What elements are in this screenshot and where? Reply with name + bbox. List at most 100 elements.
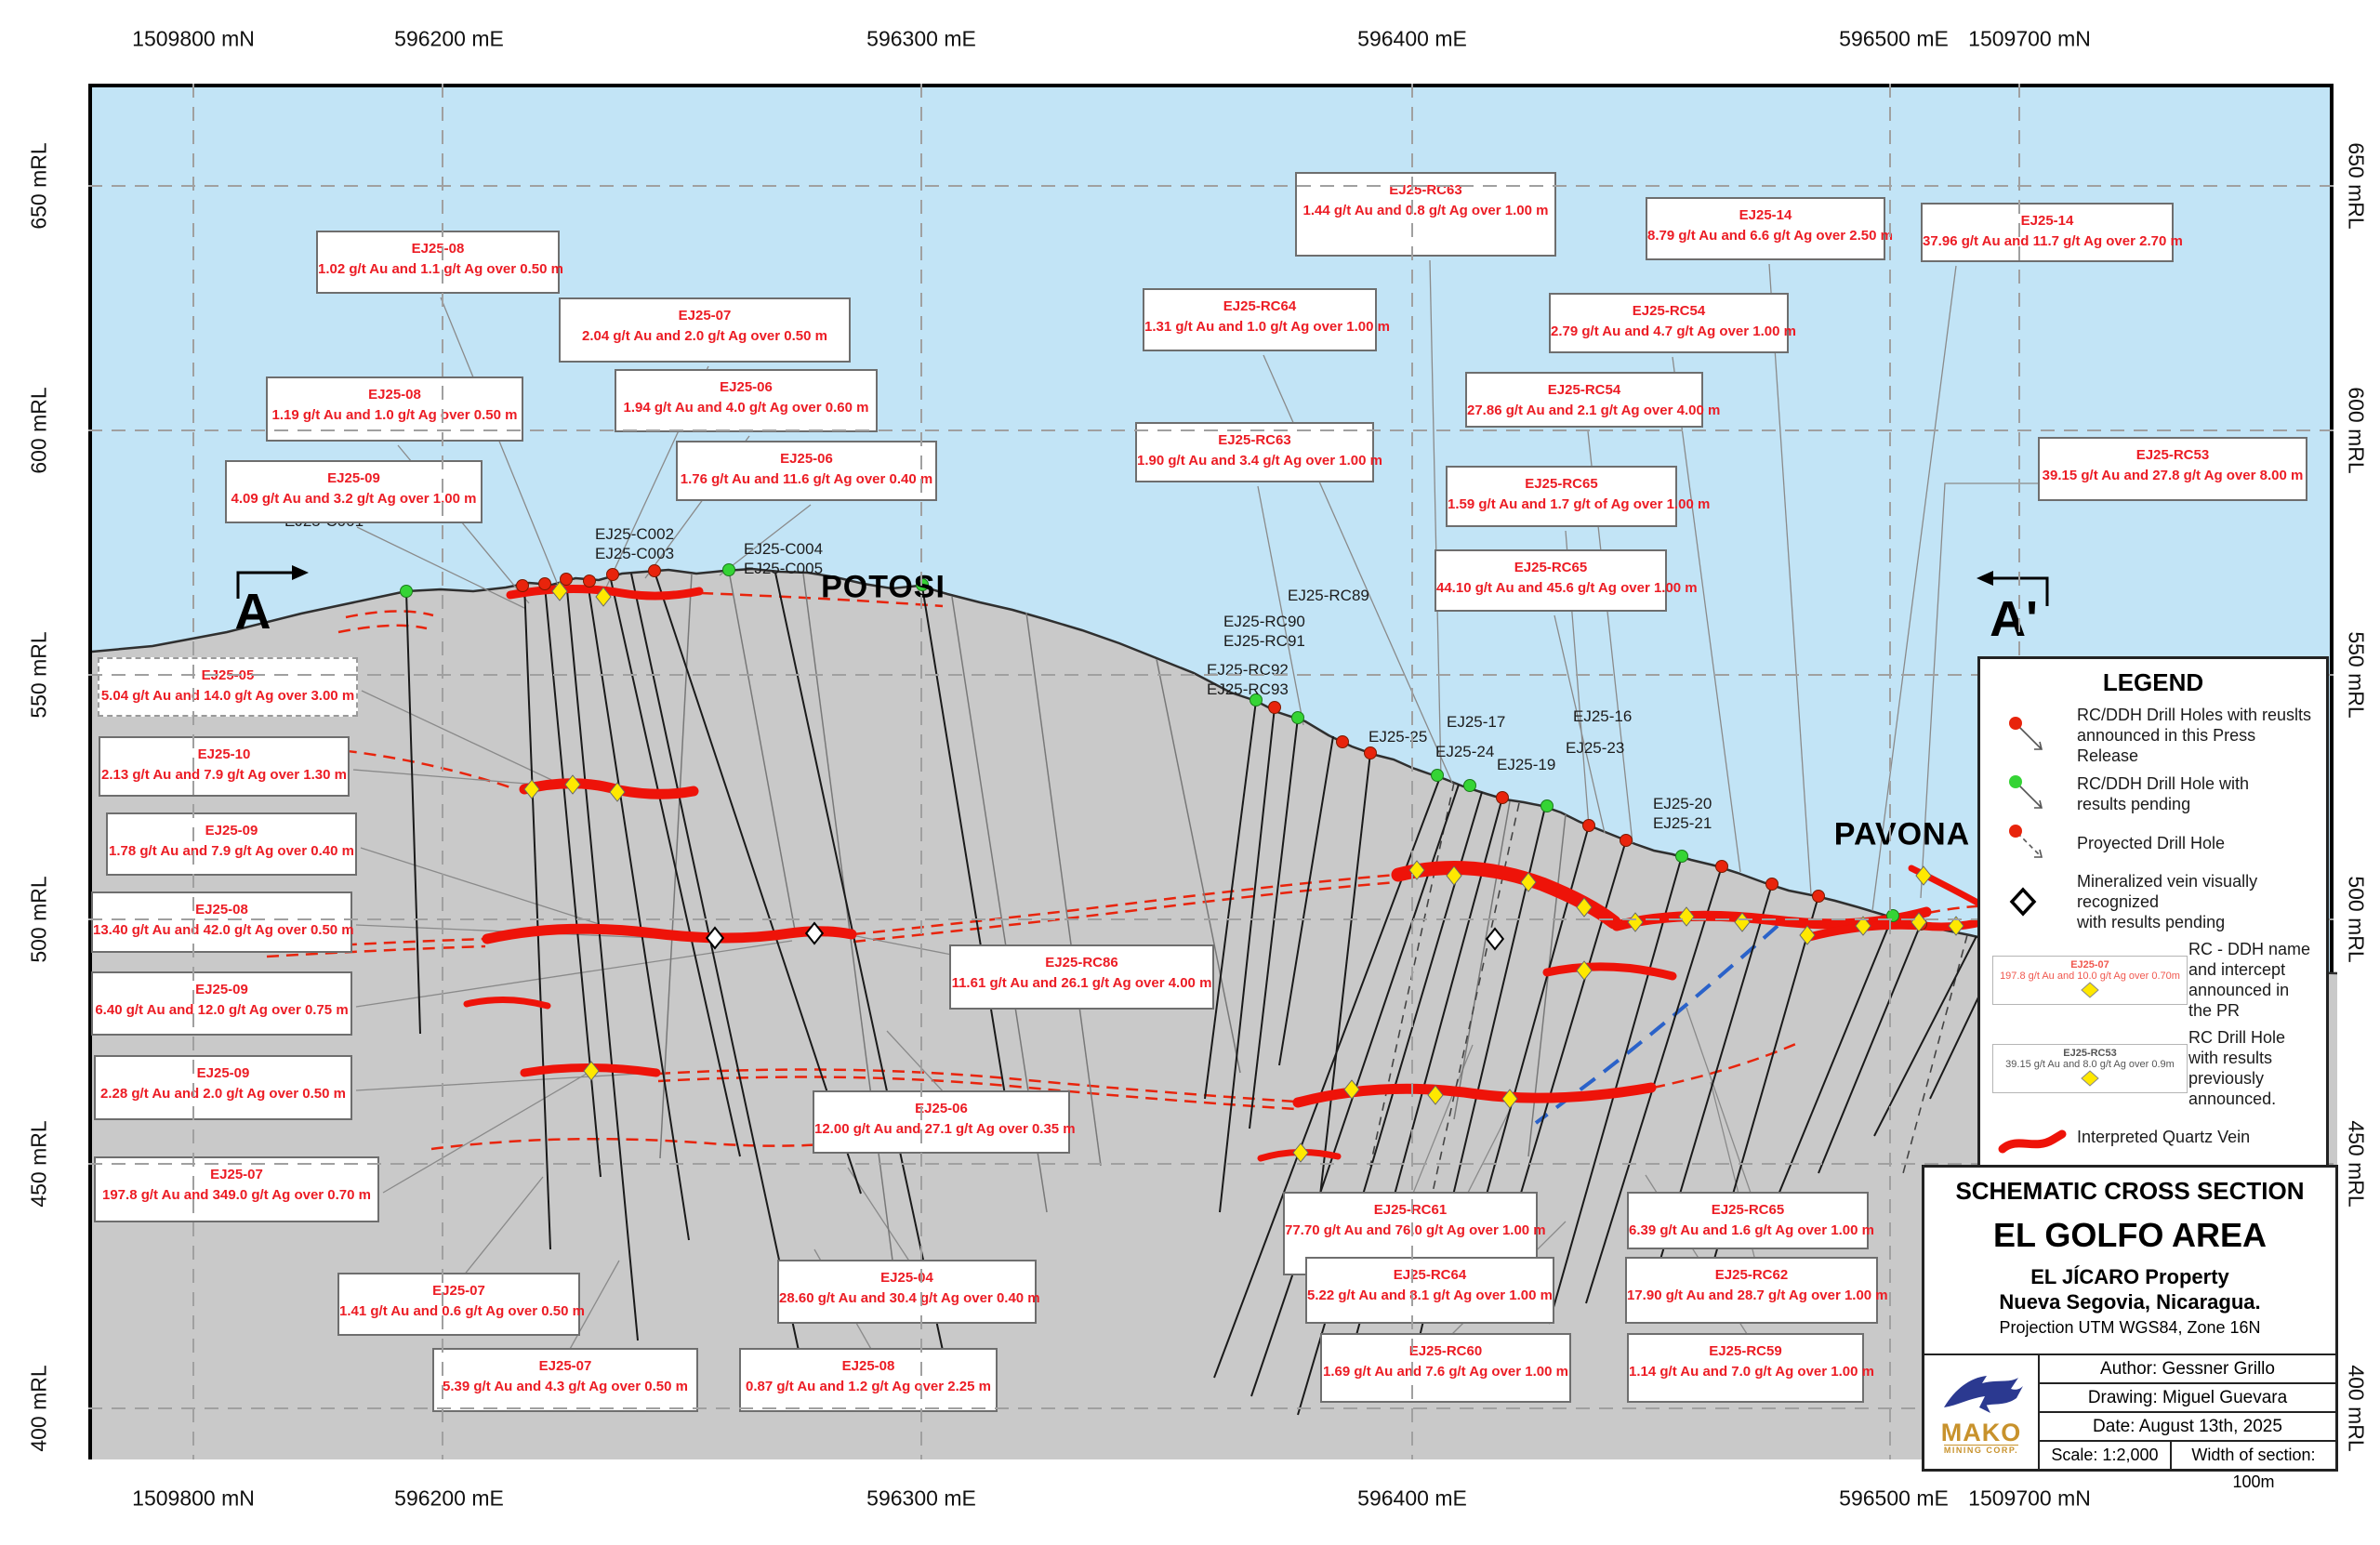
collar-announced: [583, 574, 596, 588]
axis-label-right: 650 mRL: [2344, 142, 2369, 230]
section-marker-arrow: [292, 565, 309, 580]
axis-label-top: 596200 mE: [394, 26, 504, 51]
legend-item-label: RC - DDH name and intercept announced in…: [2188, 940, 2311, 1020]
collar-announced: [516, 579, 529, 592]
collar-announced: [648, 564, 661, 577]
drill-hole-label: EJ25-RC92 EJ25-RC93: [1207, 661, 1289, 698]
intercept-value: 12.00 g/t Au and 27.1 g/t Ag over 0.35 m: [814, 1121, 1076, 1137]
intercept-box: EJ25-06 1.76 g/t Au and 11.6 g/t Ag over …: [676, 441, 937, 501]
intercept-hole-id: EJ25-07: [538, 1358, 592, 1374]
intercept-box: EJ25-RC64 1.31 g/t Au and 1.0 g/t Ag over…: [1143, 288, 1390, 351]
drill-hole-label: EJ25-20 EJ25-21: [1653, 795, 1712, 832]
visual-vein-diamond: [705, 926, 725, 950]
intercept-diamond: [1501, 1089, 1518, 1109]
intercept-value: 39.15 g/t Au and 27.8 g/t Ag over 8.00 m: [2042, 468, 2304, 483]
title-projection: Projection UTM WGS84, Zone 16N: [1999, 1318, 2261, 1337]
leader-line: [360, 847, 600, 925]
intercept-hole-id: EJ25-09: [196, 1065, 250, 1081]
logo-sub: MINING CORP.: [1943, 1444, 2019, 1455]
intercept-value: 4.09 g/t Au and 3.2 g/t Ag over 1.00 m: [231, 491, 477, 507]
legend-item: EJ25-RC53 39.15 g/t Au and 8.0 g/t Ag ove…: [1991, 1027, 2315, 1109]
legend-item-label: Mineralized vein visually recognized wit…: [2077, 872, 2258, 931]
collar-announced: [1364, 746, 1377, 759]
drill-hole-label: EJ25-16: [1573, 707, 1633, 725]
intercept-diamond: [1343, 1079, 1360, 1100]
visual-vein-diamond: [804, 921, 825, 945]
intercept-diamond: [1427, 1085, 1444, 1105]
intercept-box: EJ25-RC63 1.90 g/t Au and 3.4 g/t Ag over…: [1135, 422, 1382, 482]
axis-label-bottom: 596500 mE: [1839, 1486, 1949, 1511]
drill-trace-projected: [1425, 802, 1520, 1222]
intercept-diamond: [1576, 960, 1593, 981]
intercept-box: EJ25-RC86 11.61 g/t Au and 26.1 g/t Ag ov…: [949, 944, 1214, 1010]
projected-quartz-vein: [657, 1076, 1297, 1111]
drill-trace: [1319, 752, 1371, 1196]
axis-label-bottom: 596300 mE: [866, 1486, 976, 1511]
intercept-hole-id: EJ25-RC54: [1632, 303, 1706, 319]
intercept-value: 1.31 g/t Au and 1.0 g/t Ag over 1.00 m: [1144, 319, 1390, 335]
intercept-value: 8.79 g/t Au and 6.6 g/t Ag over 2.50 m: [1647, 228, 1893, 244]
intercept-hole-id: EJ25-RC62: [1714, 1267, 1789, 1283]
drill-trace: [921, 586, 1007, 1102]
intercept-hole-id: EJ25-04: [880, 1270, 933, 1286]
intercept-box: EJ25-05 5.04 g/t Au and 14.0 g/t Ag over …: [98, 657, 358, 717]
drill-trace-pending: [1453, 800, 1511, 1120]
leader-line: [462, 1176, 544, 1277]
intercept-box: EJ25-RC54 27.86 g/t Au and 2.1 g/t Ag ove…: [1465, 372, 1720, 428]
intercept-box: EJ25-RC60 1.69 g/t Au and 7.6 g/t Ag over…: [1320, 1333, 1571, 1403]
legend-item: RC/DDH Drill Hole with results pending: [1991, 772, 2315, 815]
legend-panel: LEGEND RC/DDH Drill Holes with reuslts a…: [1977, 656, 2329, 1255]
drill-trace: [405, 590, 421, 1035]
intercept-hole-id: EJ25-RC54: [1547, 382, 1621, 398]
legend-sample-id: EJ25-RC53: [2063, 1047, 2117, 1059]
drill-trace: [630, 573, 801, 1360]
hole-red-icon: [2009, 717, 2043, 750]
intercept-value: 13.40 g/t Au and 42.0 g/t Ag over 0.50 m: [93, 922, 354, 938]
intercept-value: 1.69 g/t Au and 7.6 g/t Ag over 1.00 m: [1323, 1364, 1568, 1380]
intercept-hole-id: EJ25-07: [678, 308, 732, 324]
leader-line: [1429, 259, 1442, 779]
collar-announced: [606, 568, 619, 581]
leader-line: [1257, 485, 1304, 726]
intercept-value: 197.8 g/t Au and 349.0 g/t Ag over 0.70 …: [102, 1187, 371, 1203]
leader-line: [1871, 265, 1957, 912]
vein-icon: [1998, 1129, 2067, 1154]
intercept-box: EJ25-RC54 2.79 g/t Au and 4.7 g/t Ag over…: [1549, 293, 1796, 353]
legend-item: Proyected Drill Hole: [1991, 822, 2315, 865]
intercept-value: 1.94 g/t Au and 4.0 g/t Ag over 0.60 m: [623, 400, 869, 416]
drill-hole-label: EJ25-19: [1497, 756, 1556, 773]
projected-quartz-vein: [1927, 904, 2036, 915]
intercept-box: EJ25-08 1.19 g/t Au and 1.0 g/t Ag over 0…: [266, 376, 523, 442]
intercept-value: 28.60 g/t Au and 30.4 g/t Ag over 0.40 m: [779, 1290, 1040, 1306]
intercept-box: EJ25-07 2.04 g/t Au and 2.0 g/t Ag over 0…: [559, 297, 851, 363]
drill-trace: [1249, 717, 1299, 1129]
projected-quartz-vein: [853, 873, 1397, 936]
leader-line: [361, 690, 562, 786]
intercept-diamond: [551, 581, 568, 601]
drill-trace-pending: [728, 570, 797, 936]
legend-symbol: [1991, 880, 2077, 923]
legend-symbol: [1991, 714, 2077, 757]
intercept-box: EJ25-RC62 17.90 g/t Au and 28.7 g/t Ag ov…: [1625, 1257, 1888, 1324]
intercept-value: 0.87 g/t Au and 1.2 g/t Ag over 2.25 m: [746, 1379, 991, 1394]
drill-trace: [1204, 700, 1257, 1100]
intercept-diamond: [1678, 906, 1695, 927]
drill-trace-pending: [1156, 658, 1241, 1074]
intercept-diamond: [1948, 916, 1964, 936]
drill-hole-label: EJ25-C004 EJ25-C005: [744, 540, 824, 577]
collar-pending: [1540, 799, 1554, 812]
intercept-hole-id: EJ25-RC65: [1514, 560, 1588, 575]
axis-label-top: 596500 mE: [1839, 26, 1949, 51]
intercept-value: 1.02 g/t Au and 1.1 g/t Ag over 0.50 m: [318, 261, 563, 277]
collar-pending: [400, 585, 413, 598]
drill-hole-label: EJ25-23: [1566, 739, 1625, 757]
drill-hole-label: EJ25-17: [1447, 713, 1506, 731]
intercept-diamond: [595, 587, 612, 607]
scale-row: Scale: 1:2,000 Width of section: 100m: [2040, 1442, 2335, 1491]
collar-announced: [1715, 860, 1728, 873]
intercept-value: 6.40 g/t Au and 12.0 g/t Ag over 0.75 m: [95, 1002, 349, 1018]
intercept-value: 1.14 g/t Au and 7.0 g/t Ag over 1.00 m: [1629, 1364, 1874, 1380]
collar-pending: [1431, 769, 1444, 782]
leader-line: [719, 504, 812, 576]
